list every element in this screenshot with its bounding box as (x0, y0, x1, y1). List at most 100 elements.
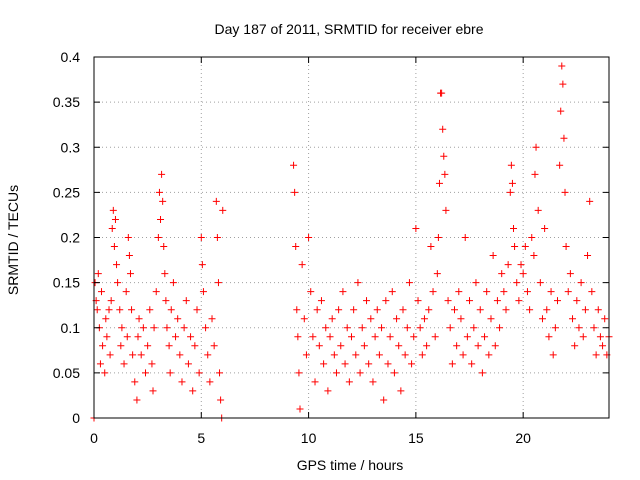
data-point (440, 152, 448, 160)
data-point (309, 333, 317, 341)
data-point (541, 224, 549, 232)
data-point (435, 179, 443, 187)
data-point (324, 387, 332, 395)
data-point (547, 288, 555, 296)
data-point (302, 351, 310, 359)
data-point (545, 333, 553, 341)
x-axis-ticks: 0 5 10 15 20 (90, 57, 531, 446)
data-point (330, 351, 338, 359)
data-point (311, 378, 319, 386)
data-point (317, 297, 325, 305)
data-point (508, 179, 516, 187)
data-point (472, 279, 480, 287)
data-point (360, 342, 368, 350)
data-point (144, 342, 152, 350)
x-tick-label: 20 (515, 430, 531, 446)
data-point (341, 360, 349, 368)
data-point (313, 306, 321, 314)
data-point (208, 315, 216, 323)
x-tick-label: 0 (90, 430, 98, 446)
data-point (395, 342, 403, 350)
data-point (180, 324, 188, 332)
data-point (291, 188, 299, 196)
data-point (380, 396, 388, 404)
y-tick-label: 0.3 (61, 139, 81, 155)
data-point (491, 342, 499, 350)
data-point (581, 306, 589, 314)
data-point (438, 89, 446, 97)
data-point (579, 333, 587, 341)
data-point (123, 333, 131, 341)
data-point (513, 279, 521, 287)
data-point (399, 306, 407, 314)
data-point (345, 378, 353, 386)
data-point (298, 261, 306, 269)
data-point (427, 243, 435, 251)
data-point (295, 369, 303, 377)
data-point (393, 315, 401, 323)
data-point (519, 270, 527, 278)
data-point (560, 134, 568, 142)
data-point (187, 333, 195, 341)
data-point (564, 288, 572, 296)
data-point (176, 351, 184, 359)
data-point (559, 80, 567, 88)
data-point (320, 360, 328, 368)
y-axis-ticks: 0 0.05 0.1 0.15 0.2 0.25 0.3 0.35 0.4 (53, 49, 609, 426)
data-point (496, 324, 504, 332)
data-point (137, 351, 145, 359)
y-tick-label: 0.35 (53, 94, 80, 110)
data-point (557, 107, 565, 115)
data-point (337, 342, 345, 350)
data-point (300, 315, 308, 323)
data-point (197, 234, 205, 241)
data-point (178, 378, 186, 386)
data-point (149, 387, 157, 395)
data-point (556, 161, 564, 169)
data-point (191, 342, 199, 350)
data-point (523, 288, 531, 296)
data-point (105, 306, 113, 314)
data-point (111, 215, 119, 223)
data-point (571, 342, 579, 350)
data-point (343, 324, 351, 332)
data-point (99, 342, 107, 350)
data-point (166, 369, 174, 377)
data-point (425, 306, 433, 314)
data-point (206, 378, 214, 386)
data-point (117, 342, 125, 350)
data-point (485, 351, 493, 359)
data-point (315, 342, 323, 350)
data-point (98, 288, 106, 296)
data-point (530, 252, 538, 260)
data-point (133, 396, 141, 404)
data-point (507, 161, 515, 169)
y-axis-label: SRMTID / TECUs (5, 185, 21, 295)
data-point (551, 324, 559, 332)
data-point (350, 306, 358, 314)
data-point (204, 351, 212, 359)
data-point (466, 297, 474, 305)
x-tick-label: 15 (408, 430, 424, 446)
data-point (517, 261, 525, 269)
data-point (371, 333, 379, 341)
data-point (390, 369, 398, 377)
data-point (216, 369, 224, 377)
data-point (326, 333, 334, 341)
data-point (461, 234, 469, 241)
data-point (405, 279, 413, 287)
chart-title: Day 187 of 2011, SRMTID for receiver ebr… (215, 21, 484, 37)
data-point (451, 306, 458, 314)
data-point (93, 306, 101, 314)
data-point (146, 306, 154, 314)
data-point (139, 324, 147, 332)
data-point (599, 342, 607, 350)
data-point (193, 306, 201, 314)
data-point (423, 342, 431, 350)
data-point (403, 324, 411, 332)
data-point (384, 360, 392, 368)
data-point (182, 297, 190, 305)
x-tick-label: 10 (301, 430, 317, 446)
data-point (332, 369, 340, 377)
